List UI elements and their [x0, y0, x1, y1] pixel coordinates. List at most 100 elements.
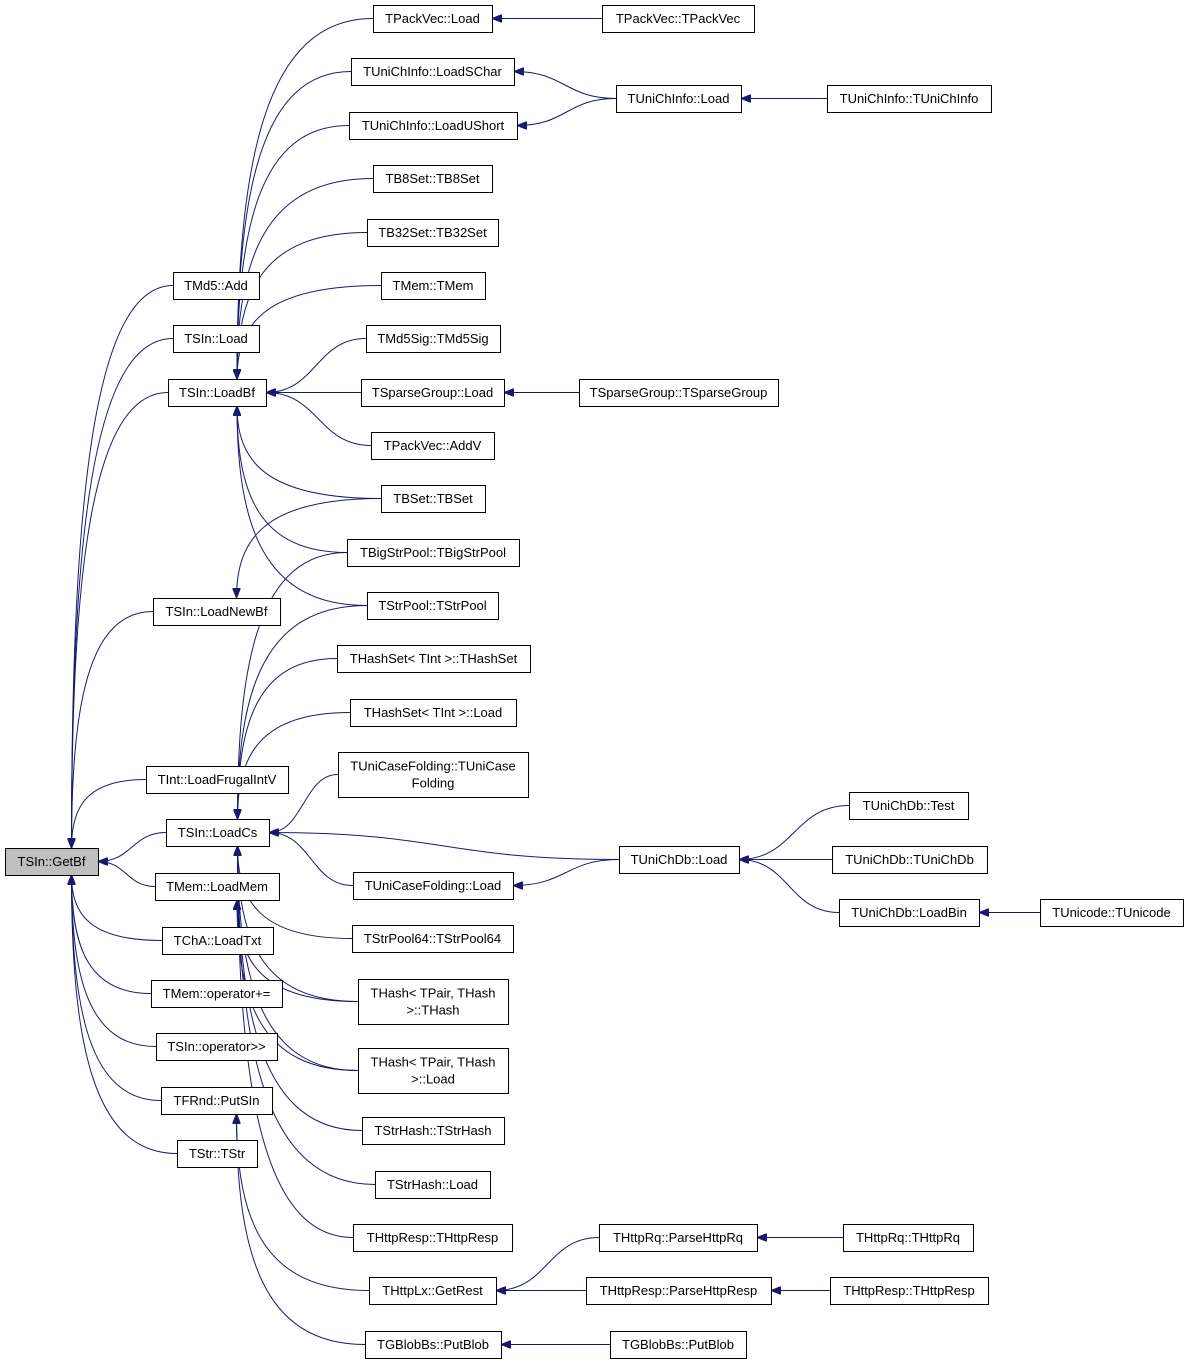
node-label: TInt::LoadFrugalIntV [158, 772, 277, 787]
edge-addv-to-loadbf [266, 393, 372, 446]
node-putblob2[interactable]: TGBlobBs::PutBlob [610, 1331, 747, 1359]
edge-loadcs-to-getbf [98, 832, 167, 862]
node-label: THash< TPair, THash [371, 986, 496, 1001]
node-httprq[interactable]: THttpRq::THttpRq [843, 1224, 974, 1252]
node-unichinfoload[interactable]: TUniChInfo::Load [616, 85, 742, 113]
edge-parsehttprq-to-getrest [496, 1237, 600, 1291]
edge-unichinfoload-to-loadschar [514, 72, 617, 99]
node-box [5, 848, 99, 876]
edge-b32set-to-loadbf [237, 232, 368, 380]
node-bset[interactable]: TBSet::TBSet [381, 485, 486, 513]
node-label: TUniChDb::LoadBin [851, 905, 967, 920]
edge-bset-to-loadbf [237, 406, 382, 499]
node-sinload[interactable]: TSIn::Load [173, 325, 260, 353]
node-unichdb[interactable]: TUniChDb::TUniChDb [832, 846, 988, 874]
node-box [166, 819, 270, 847]
node-box [352, 925, 514, 953]
node-box [162, 927, 274, 955]
node-thash[interactable]: THash< TPair, THash>::THash [358, 979, 509, 1025]
node-label: TChA::LoadTxt [174, 933, 262, 948]
node-httpresp[interactable]: THttpResp::THttpResp [353, 1224, 513, 1252]
node-label: THttpRq::THttpRq [856, 1230, 960, 1245]
node-box [830, 1277, 989, 1305]
node-parsehttprq[interactable]: THttpRq::ParseHttpRq [599, 1224, 758, 1252]
node-unichinfo[interactable]: TUniChInfo::TUniChInfo [827, 85, 992, 113]
node-b32set[interactable]: TB32Set::TB32Set [367, 219, 499, 247]
node-b8set[interactable]: TB8Set::TB8Set [373, 165, 493, 193]
node-box [161, 1087, 273, 1115]
node-label: TB32Set::TB32Set [378, 225, 487, 240]
node-label: THashSet< TInt >::THashSet [350, 651, 518, 666]
node-box [367, 592, 499, 620]
node-label: TB8Set::TB8Set [386, 171, 480, 186]
node-box [367, 219, 499, 247]
node-getrest[interactable]: THttpLx::GetRest [369, 1277, 497, 1305]
node-hashset[interactable]: THashSet< TInt >::THashSet [337, 645, 531, 673]
node-packvec[interactable]: TPackVec::TPackVec [602, 5, 755, 33]
node-label: TSIn::Load [184, 331, 248, 346]
node-box [168, 379, 267, 407]
node-label: TSIn::operator>> [167, 1039, 265, 1054]
node-memplus[interactable]: TMem::operator+= [151, 980, 283, 1008]
node-loadtxt[interactable]: TChA::LoadTxt [162, 927, 274, 955]
node-md5sig[interactable]: TMd5Sig::TMd5Sig [366, 325, 501, 353]
node-label: THttpRq::ParseHttpRq [613, 1230, 743, 1245]
node-box [177, 1140, 258, 1168]
node-packload[interactable]: TPackVec::Load [373, 5, 493, 33]
node-sgload[interactable]: TSparseGroup::Load [361, 379, 505, 407]
node-tstr[interactable]: TStr::TStr [177, 1140, 258, 1168]
node-box [337, 645, 531, 673]
node-label: TBigStrPool::TBigStrPool [360, 545, 506, 560]
node-strhash[interactable]: TStrHash::TStrHash [362, 1117, 505, 1145]
node-label: TSIn::LoadNewBf [166, 604, 268, 619]
node-casefold[interactable]: TUniCaseFolding::TUniCaseFolding [338, 752, 529, 798]
node-loadbf[interactable]: TSIn::LoadBf [168, 379, 267, 407]
node-hashsetload[interactable]: THashSet< TInt >::Load [350, 699, 517, 727]
edge-md5sig-to-loadbf [266, 338, 367, 393]
node-label: TStrHash::Load [387, 1177, 478, 1192]
node-strpool64[interactable]: TStrPool64::TStrPool64 [352, 925, 514, 953]
node-addv[interactable]: TPackVec::AddV [371, 432, 495, 460]
node-loadcs[interactable]: TSIn::LoadCs [166, 819, 270, 847]
node-strhashload[interactable]: TStrHash::Load [375, 1171, 491, 1199]
node-box [153, 598, 281, 626]
node-loadschar[interactable]: TUniChInfo::LoadSChar [351, 58, 515, 86]
node-md5add[interactable]: TMd5::Add [173, 272, 260, 300]
node-unicode[interactable]: TUnicode::TUnicode [1040, 899, 1184, 927]
node-getbf[interactable]: TSIn::GetBf [5, 848, 99, 876]
node-httpresp2[interactable]: THttpResp::THttpResp [830, 1277, 989, 1305]
node-bigstrpool[interactable]: TBigStrPool::TBigStrPool [347, 539, 520, 567]
node-label: TStrPool::TStrPool [378, 598, 486, 613]
node-loadbin[interactable]: TUniChDb::LoadBin [839, 899, 980, 927]
node-loadnewbf[interactable]: TSIn::LoadNewBf [153, 598, 281, 626]
node-frugal[interactable]: TInt::LoadFrugalIntV [146, 766, 289, 794]
node-label: THttpResp::THttpResp [843, 1283, 975, 1298]
edge-tstr-to-getbf [72, 875, 178, 1154]
node-label: TSIn::GetBf [18, 854, 86, 869]
edge-strpool-to-loadbf [237, 406, 368, 606]
node-putblob[interactable]: TGBlobBs::PutBlob [365, 1331, 502, 1359]
node-tmem[interactable]: TMem::TMem [381, 272, 486, 300]
node-parsehttpresp[interactable]: THttpResp::ParseHttpResp [586, 1277, 772, 1305]
node-casefoldload[interactable]: TUniCaseFolding::Load [353, 872, 514, 900]
edge-unichdbload-to-casefoldload [513, 859, 620, 886]
node-unichdbtest[interactable]: TUniChDb::Test [849, 792, 969, 820]
node-label: THttpResp::THttpResp [367, 1230, 499, 1245]
node-label: THttpResp::ParseHttpResp [600, 1283, 758, 1298]
node-sinshift[interactable]: TSIn::operator>> [156, 1033, 278, 1061]
node-label: TStr::TStr [189, 1146, 246, 1161]
node-box [358, 979, 509, 1025]
node-loadmem[interactable]: TMem::LoadMem [155, 873, 280, 901]
edge-hashset-to-loadcs [238, 658, 338, 820]
node-strpool[interactable]: TStrPool::TStrPool [367, 592, 499, 620]
node-loadushort[interactable]: TUniChInfo::LoadUShort [349, 112, 518, 140]
edge-strpool64-to-loadcs [238, 846, 353, 939]
node-sparsegroup[interactable]: TSparseGroup::TSparseGroup [579, 379, 779, 407]
edge-hashsetload-to-loadcs [238, 712, 351, 820]
node-thashload[interactable]: THash< TPair, THash>::Load [358, 1048, 509, 1094]
node-label: TUniChInfo::Load [628, 91, 730, 106]
node-putsin[interactable]: TFRnd::PutSIn [161, 1087, 273, 1115]
node-label: TUniCaseFolding::TUniCase [350, 759, 515, 774]
node-unichdbload[interactable]: TUniChDb::Load [619, 846, 740, 874]
